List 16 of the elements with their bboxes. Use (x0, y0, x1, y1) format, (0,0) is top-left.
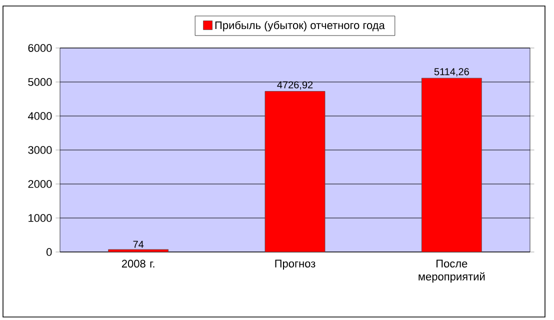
y-tick-label: 3000 (28, 146, 52, 154)
y-tick-label: 1000 (28, 214, 52, 222)
data-label: 4726,92 (277, 81, 313, 90)
x-tick-label: 2008 г. (122, 260, 154, 268)
y-tick-label: 6000 (28, 44, 52, 52)
legend-label: Прибыль (убыток) отчетного года (215, 20, 385, 32)
data-label: 74 (133, 240, 144, 248)
x-tick-label: После мероприятий (418, 260, 485, 283)
bar (421, 78, 482, 252)
bar (264, 91, 326, 252)
y-tick-label: 2000 (28, 180, 52, 188)
y-tick-label: 5000 (28, 78, 52, 86)
x-tick-label: Прогноз (275, 260, 316, 270)
y-tick-label: 4000 (28, 112, 52, 120)
y-tick-label: 0 (46, 248, 52, 256)
data-label: 5114,26 (434, 68, 469, 76)
